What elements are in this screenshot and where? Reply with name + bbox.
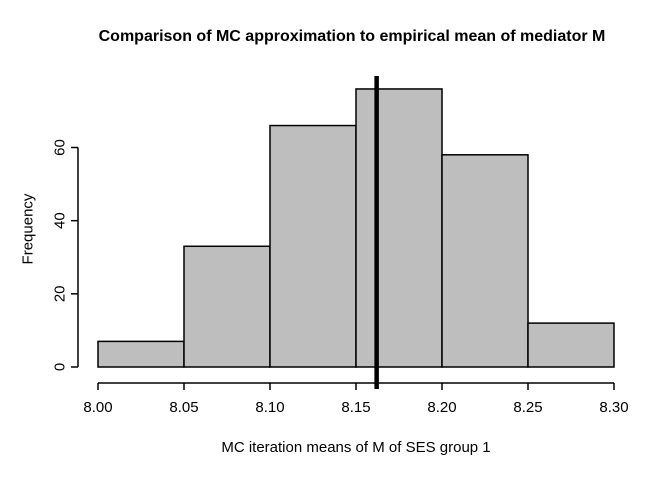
histogram-bar bbox=[183, 245, 271, 368]
histogram-bar bbox=[97, 340, 185, 368]
x-axis-label: MC iteration means of M of SES group 1 bbox=[221, 439, 491, 456]
x-tick-label: 8.10 bbox=[255, 399, 284, 416]
histogram-bar bbox=[355, 88, 443, 368]
y-tick-label: 40 bbox=[52, 212, 69, 229]
x-tick-label: 8.00 bbox=[83, 399, 112, 416]
y-axis-label: Frequency bbox=[19, 193, 37, 265]
y-tick-label: 20 bbox=[52, 285, 69, 302]
chart-title: Comparison of MC approximation to empiri… bbox=[98, 28, 606, 45]
x-tick-label: 8.15 bbox=[341, 399, 370, 416]
x-tick-label: 8.30 bbox=[599, 399, 628, 416]
y-tick-label: 60 bbox=[52, 139, 69, 156]
y-tick-label: 0 bbox=[52, 363, 69, 371]
histogram-bar bbox=[269, 124, 357, 368]
x-tick-label: 8.05 bbox=[169, 399, 198, 416]
x-tick-label: 8.20 bbox=[427, 399, 456, 416]
histogram-bar bbox=[527, 322, 615, 368]
x-tick-label: 8.25 bbox=[513, 399, 542, 416]
histogram-bar bbox=[441, 154, 529, 368]
